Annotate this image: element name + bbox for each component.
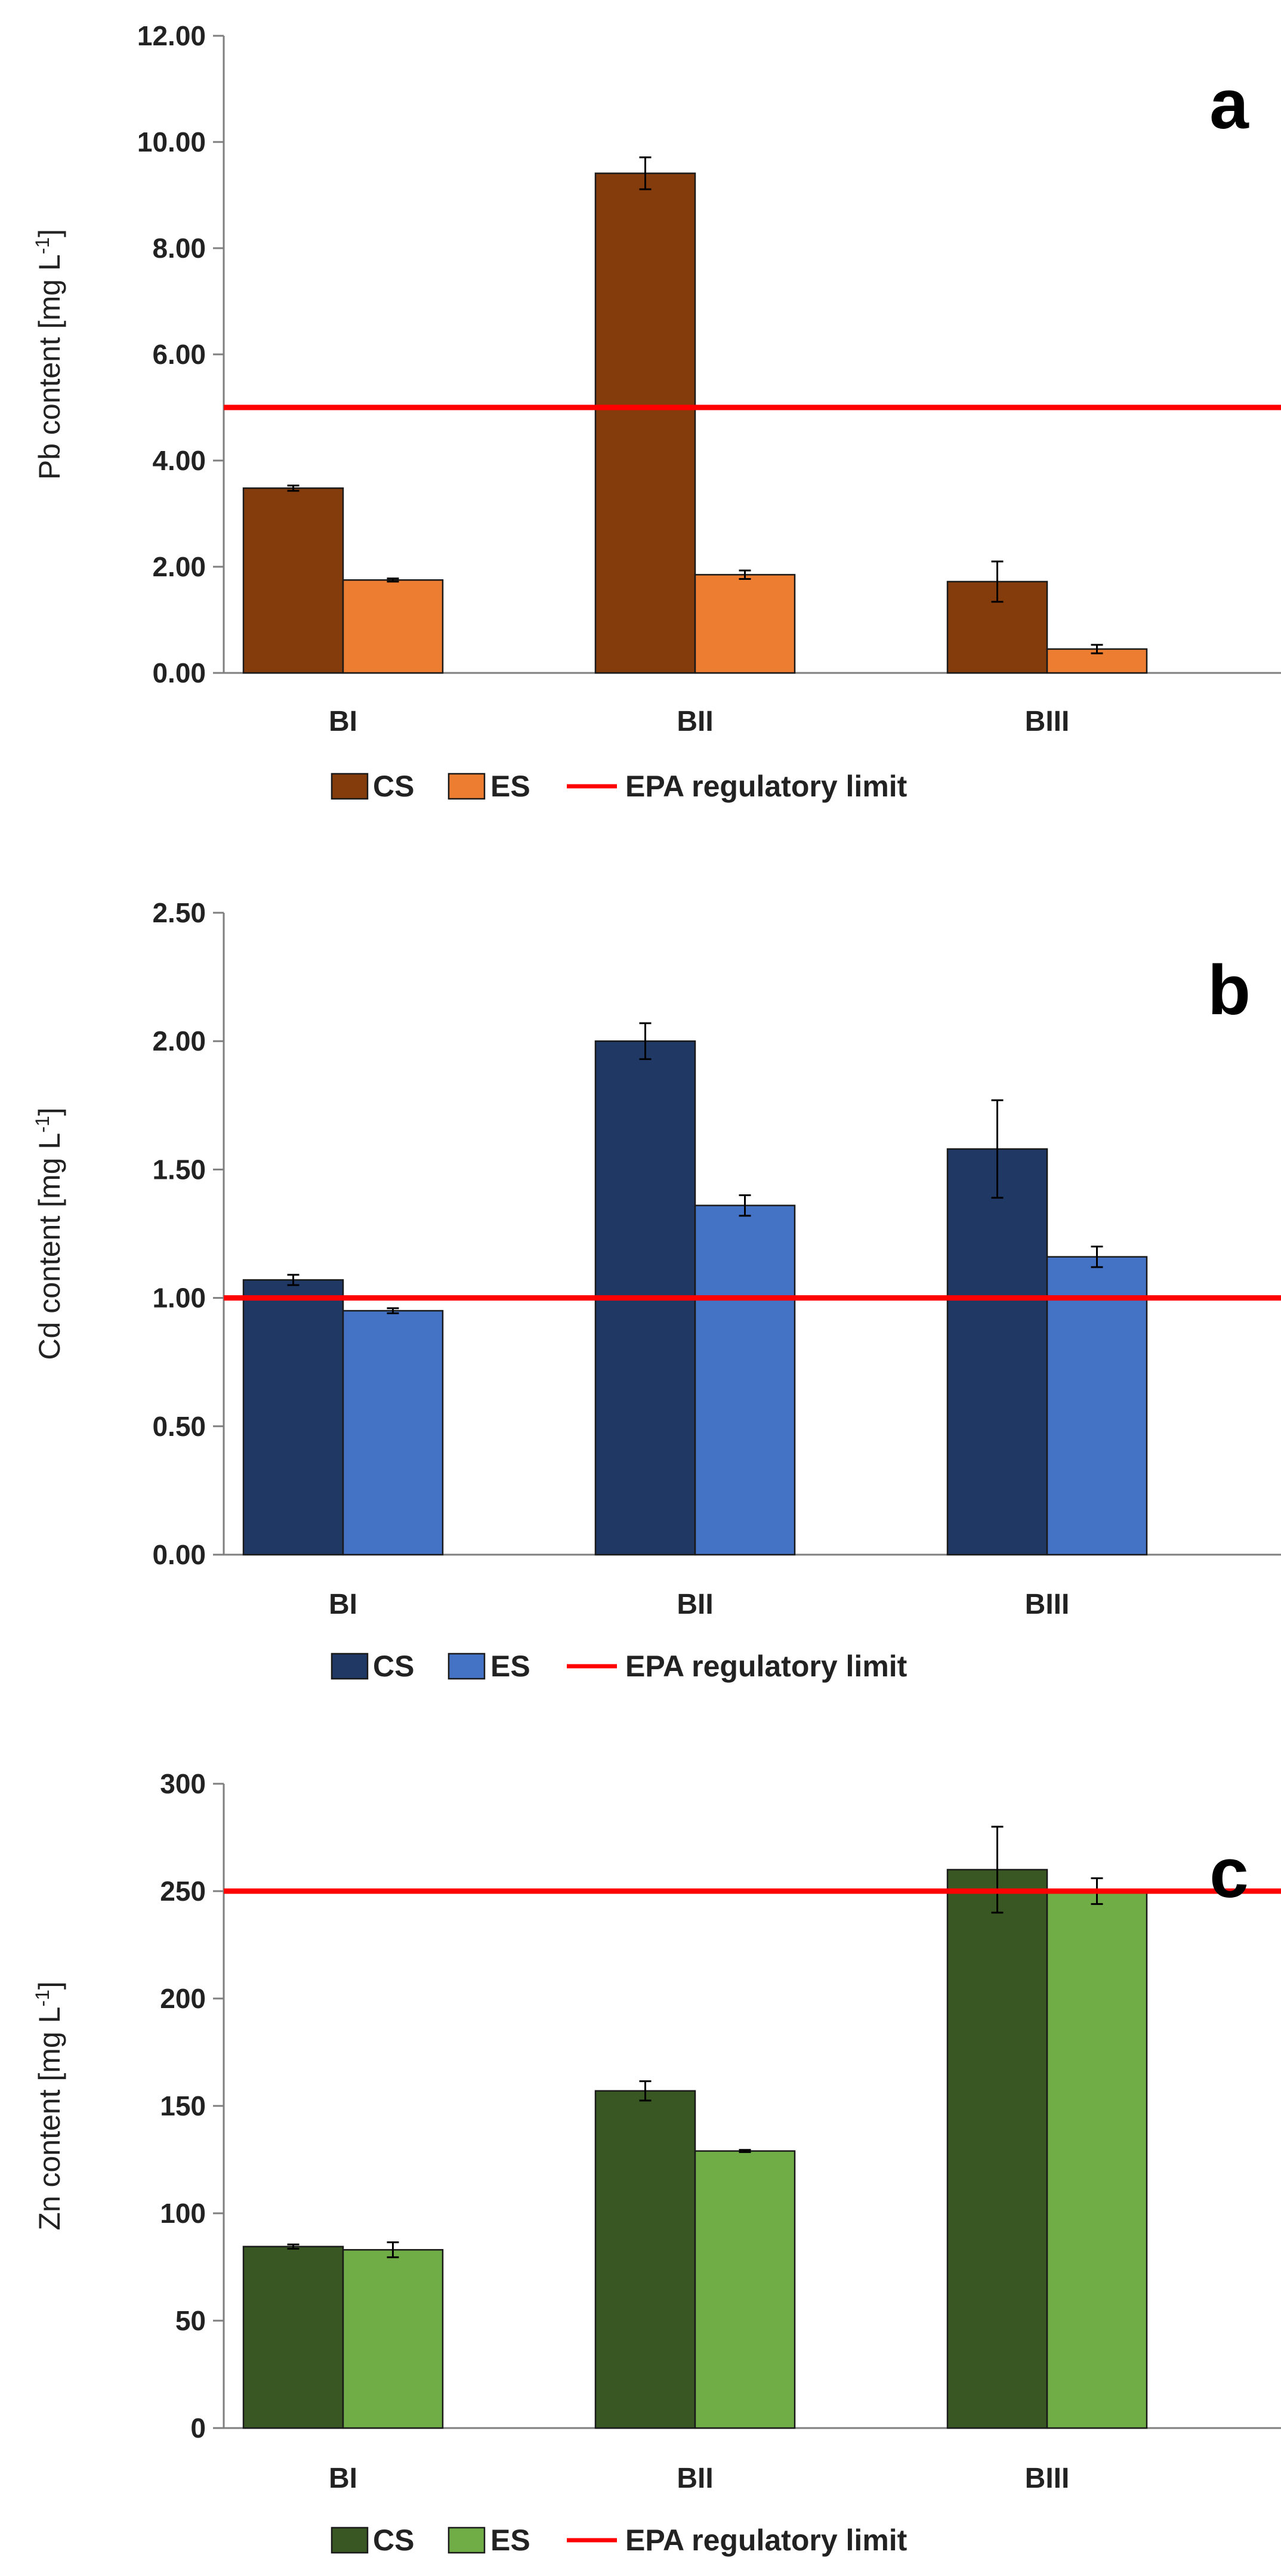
legend-swatch xyxy=(331,1653,369,1680)
legend-label: CS xyxy=(373,1650,414,1683)
legend-label: ES xyxy=(490,770,530,803)
chart-panel-b: 0.00 0.50 1.00 1.50 2.00 2.50 Cd content [mg L… xyxy=(32,897,1281,1683)
y-tick-label: 100 xyxy=(160,2198,206,2229)
y-axis-title-sup: -1 xyxy=(32,1990,53,2006)
legend-swatch xyxy=(447,1653,486,1680)
legend-label: EPA regulatory limit xyxy=(625,770,907,803)
legend-label: EPA regulatory limit xyxy=(625,2524,907,2557)
panel-letter: a xyxy=(1209,65,1249,144)
legend-swatch xyxy=(331,773,369,800)
legend-swatch xyxy=(447,773,486,800)
x-category-label: BII xyxy=(677,1589,713,1620)
y-tick-label: 150 xyxy=(160,2090,206,2121)
legend: CS ES EPA regulatory limit xyxy=(331,2524,907,2557)
legend-swatch xyxy=(331,2526,369,2554)
x-category-label: BIII xyxy=(1025,2463,1070,2494)
bar-es-bii xyxy=(694,2150,796,2429)
legend-label: CS xyxy=(373,770,414,803)
x-category-label: BI xyxy=(329,706,357,737)
y-tick-label: 50 xyxy=(175,2305,206,2336)
y-axis-title-end: ] xyxy=(33,1107,66,1116)
y-axis-title-main: Pb content [mg L xyxy=(33,254,66,480)
y-axis-title: Zn content [mg L-1] xyxy=(32,1981,66,2231)
y-tick-label: 8.00 xyxy=(152,233,206,264)
y-tick-label: 6.00 xyxy=(152,339,206,370)
bar-es-bii xyxy=(694,574,796,674)
y-axis-title-end: ] xyxy=(33,229,66,237)
y-tick-label: 0 xyxy=(190,2413,206,2444)
y-axis-title: Pb content [mg L-1] xyxy=(32,229,66,480)
y-tick-label: 4.00 xyxy=(152,445,206,476)
bar-cs-bi xyxy=(242,487,344,674)
y-axis-title-main: Zn content [mg L xyxy=(33,2007,66,2231)
y-tick-label: 0.00 xyxy=(152,657,206,688)
chart-panel-a: 0.00 2.00 4.00 6.00 8.00 10.00 12.00 Pb content… xyxy=(32,20,1281,803)
legend-label: EPA regulatory limit xyxy=(625,1650,907,1683)
y-axis-title-main: Cd content [mg L xyxy=(33,1133,66,1360)
panel-letter: c xyxy=(1209,1834,1249,1913)
bar-es-bi xyxy=(342,579,444,674)
bar-es-biii xyxy=(1046,1890,1148,2429)
bar-es-bii xyxy=(694,1204,796,1556)
legend-label: ES xyxy=(490,1650,530,1683)
y-tick-label: 0.00 xyxy=(152,1539,206,1570)
bar-cs-biii xyxy=(946,1868,1048,2429)
bar-es-bi xyxy=(342,1309,444,1556)
bar-cs-biii xyxy=(946,1148,1048,1556)
y-tick-label: 2.00 xyxy=(152,1026,206,1057)
y-tick-label: 250 xyxy=(160,1876,206,1907)
y-tick-label: 12.00 xyxy=(137,20,206,51)
legend-label: ES xyxy=(490,2524,530,2557)
legend-label: CS xyxy=(373,2524,414,2557)
legend: CS ES EPA regulatory limit xyxy=(331,1650,907,1683)
y-tick-label: 1.00 xyxy=(152,1283,206,1314)
panel-letter: b xyxy=(1208,951,1251,1030)
legend-swatch xyxy=(447,2526,486,2554)
chart-panel-c: 0 50 100 150 200 250 300 Zn content [mg L-1] BI B… xyxy=(32,1768,1281,2557)
x-category-label: BII xyxy=(677,706,713,737)
bar-es-biii xyxy=(1046,1256,1148,1556)
bar-es-bi xyxy=(342,2248,444,2429)
y-tick-label: 2.00 xyxy=(152,551,206,582)
y-tick-label: 10.00 xyxy=(137,126,206,157)
bar-cs-bii xyxy=(594,172,696,674)
y-tick-label: 300 xyxy=(160,1768,206,1799)
y-axis-title-sup: -1 xyxy=(32,1116,53,1132)
x-category-label: BI xyxy=(329,1589,357,1620)
y-tick-label: 1.50 xyxy=(152,1154,206,1185)
bar-cs-bi xyxy=(242,2245,344,2429)
y-axis-title-sup: -1 xyxy=(32,237,53,254)
x-category-label: BI xyxy=(329,2463,357,2494)
x-category-label: BIII xyxy=(1025,706,1070,737)
bar-cs-bi xyxy=(242,1279,344,1556)
y-tick-label: 2.50 xyxy=(152,897,206,928)
x-category-label: BIII xyxy=(1025,1589,1070,1620)
legend: CS ES EPA regulatory limit xyxy=(331,770,907,803)
y-axis-title: Cd content [mg L-1] xyxy=(32,1107,66,1360)
bar-cs-bii xyxy=(594,2090,696,2429)
y-axis-title-end: ] xyxy=(33,1981,66,1990)
y-tick-label: 200 xyxy=(160,1983,206,2014)
x-category-label: BII xyxy=(677,2463,713,2494)
y-tick-label: 0.50 xyxy=(152,1411,206,1442)
